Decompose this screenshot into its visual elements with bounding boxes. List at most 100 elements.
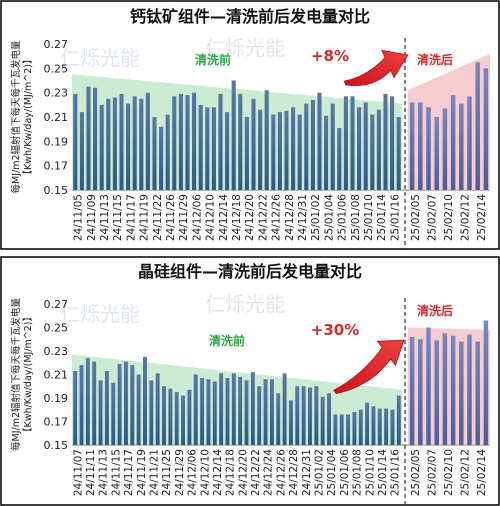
bar-before bbox=[185, 95, 190, 190]
x-tick-label: 24/11/17 bbox=[123, 449, 135, 496]
x-tick-label: 24/12/26 bbox=[271, 194, 283, 241]
bar-before bbox=[211, 107, 216, 190]
x-tick-label: 24/12/14 bbox=[218, 194, 230, 241]
bar-before bbox=[139, 98, 144, 190]
bar-before bbox=[187, 389, 192, 445]
x-tick-label: 24/11/21 bbox=[149, 449, 161, 496]
bar-before bbox=[277, 112, 282, 190]
bar-after bbox=[483, 68, 489, 190]
x-tick-label: 24/12/28 bbox=[284, 194, 296, 241]
y-tick-label: 0.25 bbox=[44, 62, 69, 75]
bar-before bbox=[79, 365, 84, 445]
x-tick-label: 24/12/14 bbox=[212, 449, 224, 496]
y-axis-label-line: 【Kwh/Kw/day/(MJ/m^2)】 bbox=[23, 312, 34, 437]
bar-before bbox=[390, 96, 395, 190]
bar-before bbox=[106, 98, 111, 190]
bar-before bbox=[257, 386, 262, 445]
bar-before bbox=[225, 112, 230, 190]
x-tick-label: 24/12/18 bbox=[231, 194, 243, 241]
y-tick-label: 0.27 bbox=[44, 298, 69, 311]
bar-before bbox=[238, 376, 243, 445]
x-tick-label: 25/02/05 bbox=[410, 194, 422, 241]
x-tick-label: 25/02/07 bbox=[427, 194, 439, 241]
x-tick-label: 25/01/02 bbox=[314, 449, 326, 496]
bar-before bbox=[314, 386, 319, 445]
chart-title: 钙钛矿组件—清洗前后发电量对比 bbox=[130, 7, 370, 26]
x-tick-label: 24/11/15 bbox=[110, 449, 122, 496]
bar-before bbox=[104, 370, 109, 445]
bar-before bbox=[117, 363, 122, 445]
x-tick-label: 24/11/26 bbox=[165, 194, 177, 241]
bar-before bbox=[136, 374, 141, 445]
x-tick-label: 24/12/22 bbox=[250, 449, 262, 496]
bar-before bbox=[152, 117, 157, 190]
bar-before bbox=[149, 380, 154, 446]
x-tick-label: 24/12/28 bbox=[288, 449, 300, 496]
bar-before bbox=[339, 414, 344, 445]
bar-before bbox=[350, 96, 355, 190]
bar-before bbox=[126, 103, 131, 190]
bar-before bbox=[377, 408, 382, 445]
watermark: 仁烁光能 bbox=[205, 292, 285, 316]
watermark: 仁烁光能 bbox=[60, 302, 140, 326]
bar-before bbox=[390, 409, 395, 445]
bar-before bbox=[181, 395, 186, 445]
bar-before bbox=[327, 393, 331, 445]
bar-before bbox=[172, 96, 177, 190]
bar-after bbox=[434, 340, 439, 445]
bar-before bbox=[324, 115, 329, 190]
x-tick-label: 25/01/08 bbox=[350, 194, 362, 241]
bar-before bbox=[301, 386, 306, 445]
bar-after bbox=[450, 335, 456, 445]
y-tick-label: 0.19 bbox=[44, 392, 69, 405]
before-trend-band bbox=[72, 354, 402, 445]
y-tick-label: 0.19 bbox=[44, 135, 69, 148]
bar-before bbox=[92, 361, 97, 445]
panel-gap bbox=[0, 250, 500, 256]
bar-before bbox=[396, 117, 401, 190]
bar-after bbox=[426, 327, 431, 445]
bar-before bbox=[112, 97, 117, 190]
bar-before bbox=[310, 99, 315, 190]
bar-before bbox=[73, 93, 78, 190]
x-tick-label: 24/12/06 bbox=[187, 449, 199, 496]
x-tick-label: 24/12/20 bbox=[237, 449, 249, 496]
x-tick-label: 24/12/26 bbox=[275, 449, 287, 496]
bar-before bbox=[346, 414, 351, 445]
bar-before bbox=[383, 93, 388, 190]
bar-before bbox=[357, 107, 362, 190]
bar-before bbox=[238, 93, 243, 190]
x-tick-label: 25/02/12 bbox=[459, 449, 471, 496]
bar-before bbox=[264, 90, 269, 190]
increase-arrow bbox=[343, 49, 409, 86]
bar-before bbox=[198, 104, 203, 190]
bar-after bbox=[467, 96, 472, 190]
bar-before bbox=[123, 361, 128, 445]
bar-before bbox=[358, 409, 363, 445]
bar-before bbox=[370, 114, 375, 190]
bar-before bbox=[145, 92, 150, 190]
bar-before bbox=[178, 93, 183, 190]
bar-after bbox=[442, 333, 448, 446]
y-tick-label: 0.15 bbox=[44, 439, 69, 452]
bar-before bbox=[320, 396, 325, 445]
x-tick-label: 25/02/10 bbox=[443, 449, 455, 496]
x-tick-label: 25/02/10 bbox=[443, 194, 455, 241]
x-tick-label: 25/02/14 bbox=[476, 449, 488, 496]
bar-after bbox=[459, 341, 464, 445]
bar-before bbox=[130, 365, 135, 445]
watermark: 仁烁光能 bbox=[60, 46, 140, 70]
bar-before bbox=[79, 112, 84, 190]
bar-after bbox=[434, 117, 439, 190]
bar-before bbox=[291, 107, 296, 190]
bar-before bbox=[200, 378, 205, 445]
bar-before bbox=[263, 379, 268, 445]
bar-before bbox=[119, 93, 124, 190]
change-percent-label: +30% bbox=[311, 321, 359, 339]
bar-after bbox=[418, 339, 423, 445]
bar-after bbox=[483, 320, 489, 445]
y-tick-label: 0.23 bbox=[44, 87, 69, 100]
bar-before bbox=[308, 387, 312, 445]
